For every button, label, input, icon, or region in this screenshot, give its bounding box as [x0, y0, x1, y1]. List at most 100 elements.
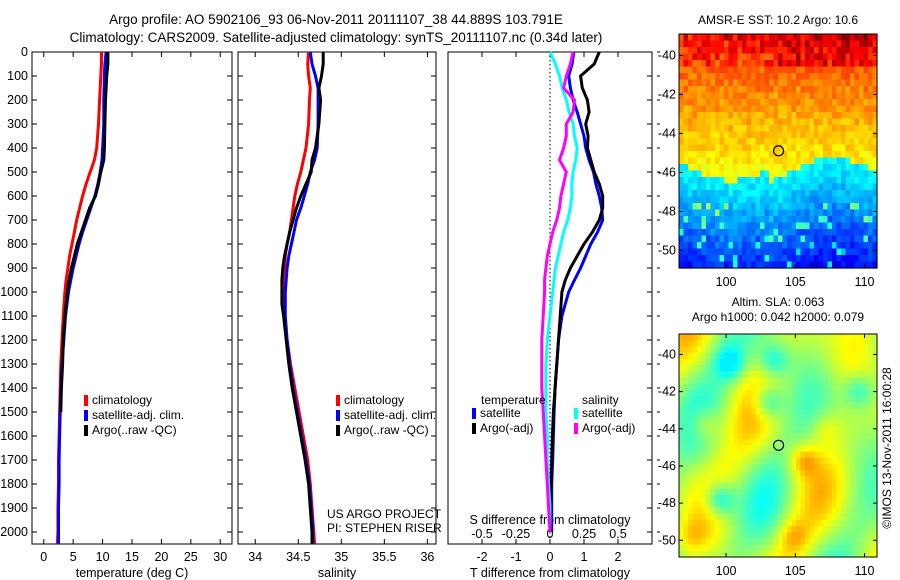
heatmap-cell	[692, 222, 698, 230]
argo-location-marker	[772, 145, 785, 157]
heatmap-cell	[800, 92, 806, 100]
heatmap-cell	[814, 495, 820, 502]
heatmap-cell	[701, 538, 707, 546]
heatmap-cell	[710, 445, 716, 453]
heatmap-cell	[692, 73, 698, 81]
heatmap-cell	[868, 476, 874, 484]
heatmap-cell	[688, 340, 694, 347]
heatmap-cell	[805, 34, 811, 42]
heatmap-cell	[733, 377, 739, 385]
heatmap-cell	[850, 532, 856, 540]
heatmap-cell	[742, 395, 748, 403]
heatmap-cell	[683, 112, 689, 120]
heatmap-cell	[719, 445, 725, 453]
heatmap-cell	[827, 144, 833, 152]
heatmap-cell	[773, 470, 779, 478]
heatmap-cell	[782, 408, 788, 416]
heatmap-cell	[737, 164, 743, 172]
heatmap-cell	[805, 216, 811, 224]
heatmap-cell	[688, 164, 694, 172]
heatmap-cell	[679, 414, 685, 422]
heatmap-cell	[823, 507, 829, 515]
heatmap-cell	[710, 340, 716, 347]
heatmap-cell	[751, 34, 757, 42]
heatmap-cell	[832, 519, 838, 527]
x-tick-label: 110	[855, 564, 875, 578]
heatmap-cell	[850, 248, 856, 256]
heatmap-cell	[859, 371, 865, 378]
heatmap-cell	[701, 112, 707, 120]
heatmap-cell	[701, 216, 707, 224]
heatmap-cell	[701, 513, 707, 521]
heatmap-cell	[796, 383, 802, 391]
heatmap-cell	[710, 248, 716, 256]
heatmap-cell	[764, 261, 770, 269]
heatmap-cell	[742, 151, 748, 159]
heatmap-cell	[706, 53, 712, 61]
heatmap-cell	[827, 92, 833, 100]
heatmap-cell	[809, 151, 815, 159]
heatmap-cell	[688, 40, 694, 48]
heatmap-cell	[692, 464, 698, 471]
heatmap-cell	[719, 420, 725, 428]
heatmap-cell	[809, 532, 815, 540]
heatmap-cell	[764, 203, 770, 211]
heatmap-cell	[809, 519, 815, 527]
heatmap-cell	[737, 66, 743, 74]
heatmap-cell	[787, 79, 793, 87]
heatmap-cell	[692, 408, 698, 416]
heatmap-cell	[791, 544, 797, 552]
heatmap-cell	[800, 34, 806, 42]
heatmap-cell	[742, 66, 748, 74]
heatmap-cell	[845, 92, 851, 100]
heatmap-cell	[863, 395, 869, 403]
heatmap-cell	[710, 464, 716, 471]
heatmap-cell	[769, 358, 775, 366]
heatmap-cell	[787, 105, 793, 113]
heatmap-cell	[746, 433, 752, 440]
series-line-salinity-satellite	[544, 51, 579, 532]
heatmap-cell	[872, 377, 878, 385]
heatmap-cell	[809, 334, 815, 341]
heatmap-cell	[827, 513, 833, 521]
heatmap-cell	[724, 242, 730, 250]
heatmap-cell	[787, 209, 793, 217]
heatmap-cell	[872, 248, 878, 256]
heatmap-cell	[760, 183, 766, 191]
heatmap-cell	[872, 170, 878, 178]
heatmap-cell	[755, 164, 761, 172]
series-line-climatology	[55, 52, 103, 545]
heatmap-cell	[679, 53, 685, 61]
heatmap-cell	[823, 34, 829, 42]
heatmap-cell	[791, 433, 797, 440]
heatmap-cell	[706, 196, 712, 204]
heatmap-cell	[868, 131, 874, 139]
heatmap-cell	[787, 495, 793, 502]
heatmap-cell	[710, 164, 716, 172]
heatmap-cell	[737, 389, 743, 397]
heatmap-cell	[872, 118, 878, 126]
heatmap-cell	[796, 151, 802, 159]
heatmap-cell	[818, 476, 824, 484]
heatmap-cell	[868, 34, 874, 42]
heatmap-cell	[746, 371, 752, 378]
heatmap-cell	[791, 144, 797, 152]
heatmap-cell	[764, 358, 770, 366]
heatmap-cell	[787, 138, 793, 146]
heatmap-cell	[818, 73, 824, 81]
y-tick-label: 1900	[0, 501, 28, 515]
heatmap-cell	[845, 203, 851, 211]
heatmap-cell	[782, 346, 788, 354]
heatmap-cell	[728, 544, 734, 552]
heatmap-cell	[850, 371, 856, 378]
heatmap-cell	[859, 488, 865, 496]
heatmap-cell	[697, 66, 703, 74]
heatmap-cell	[796, 470, 802, 478]
heatmap-cell	[863, 203, 869, 211]
heatmap-cell	[683, 507, 689, 515]
heatmap-cell	[823, 255, 829, 263]
heatmap-cell	[724, 112, 730, 120]
heatmap-cell	[724, 488, 730, 496]
heatmap-cell	[710, 377, 716, 385]
heatmap-cell	[692, 395, 698, 403]
